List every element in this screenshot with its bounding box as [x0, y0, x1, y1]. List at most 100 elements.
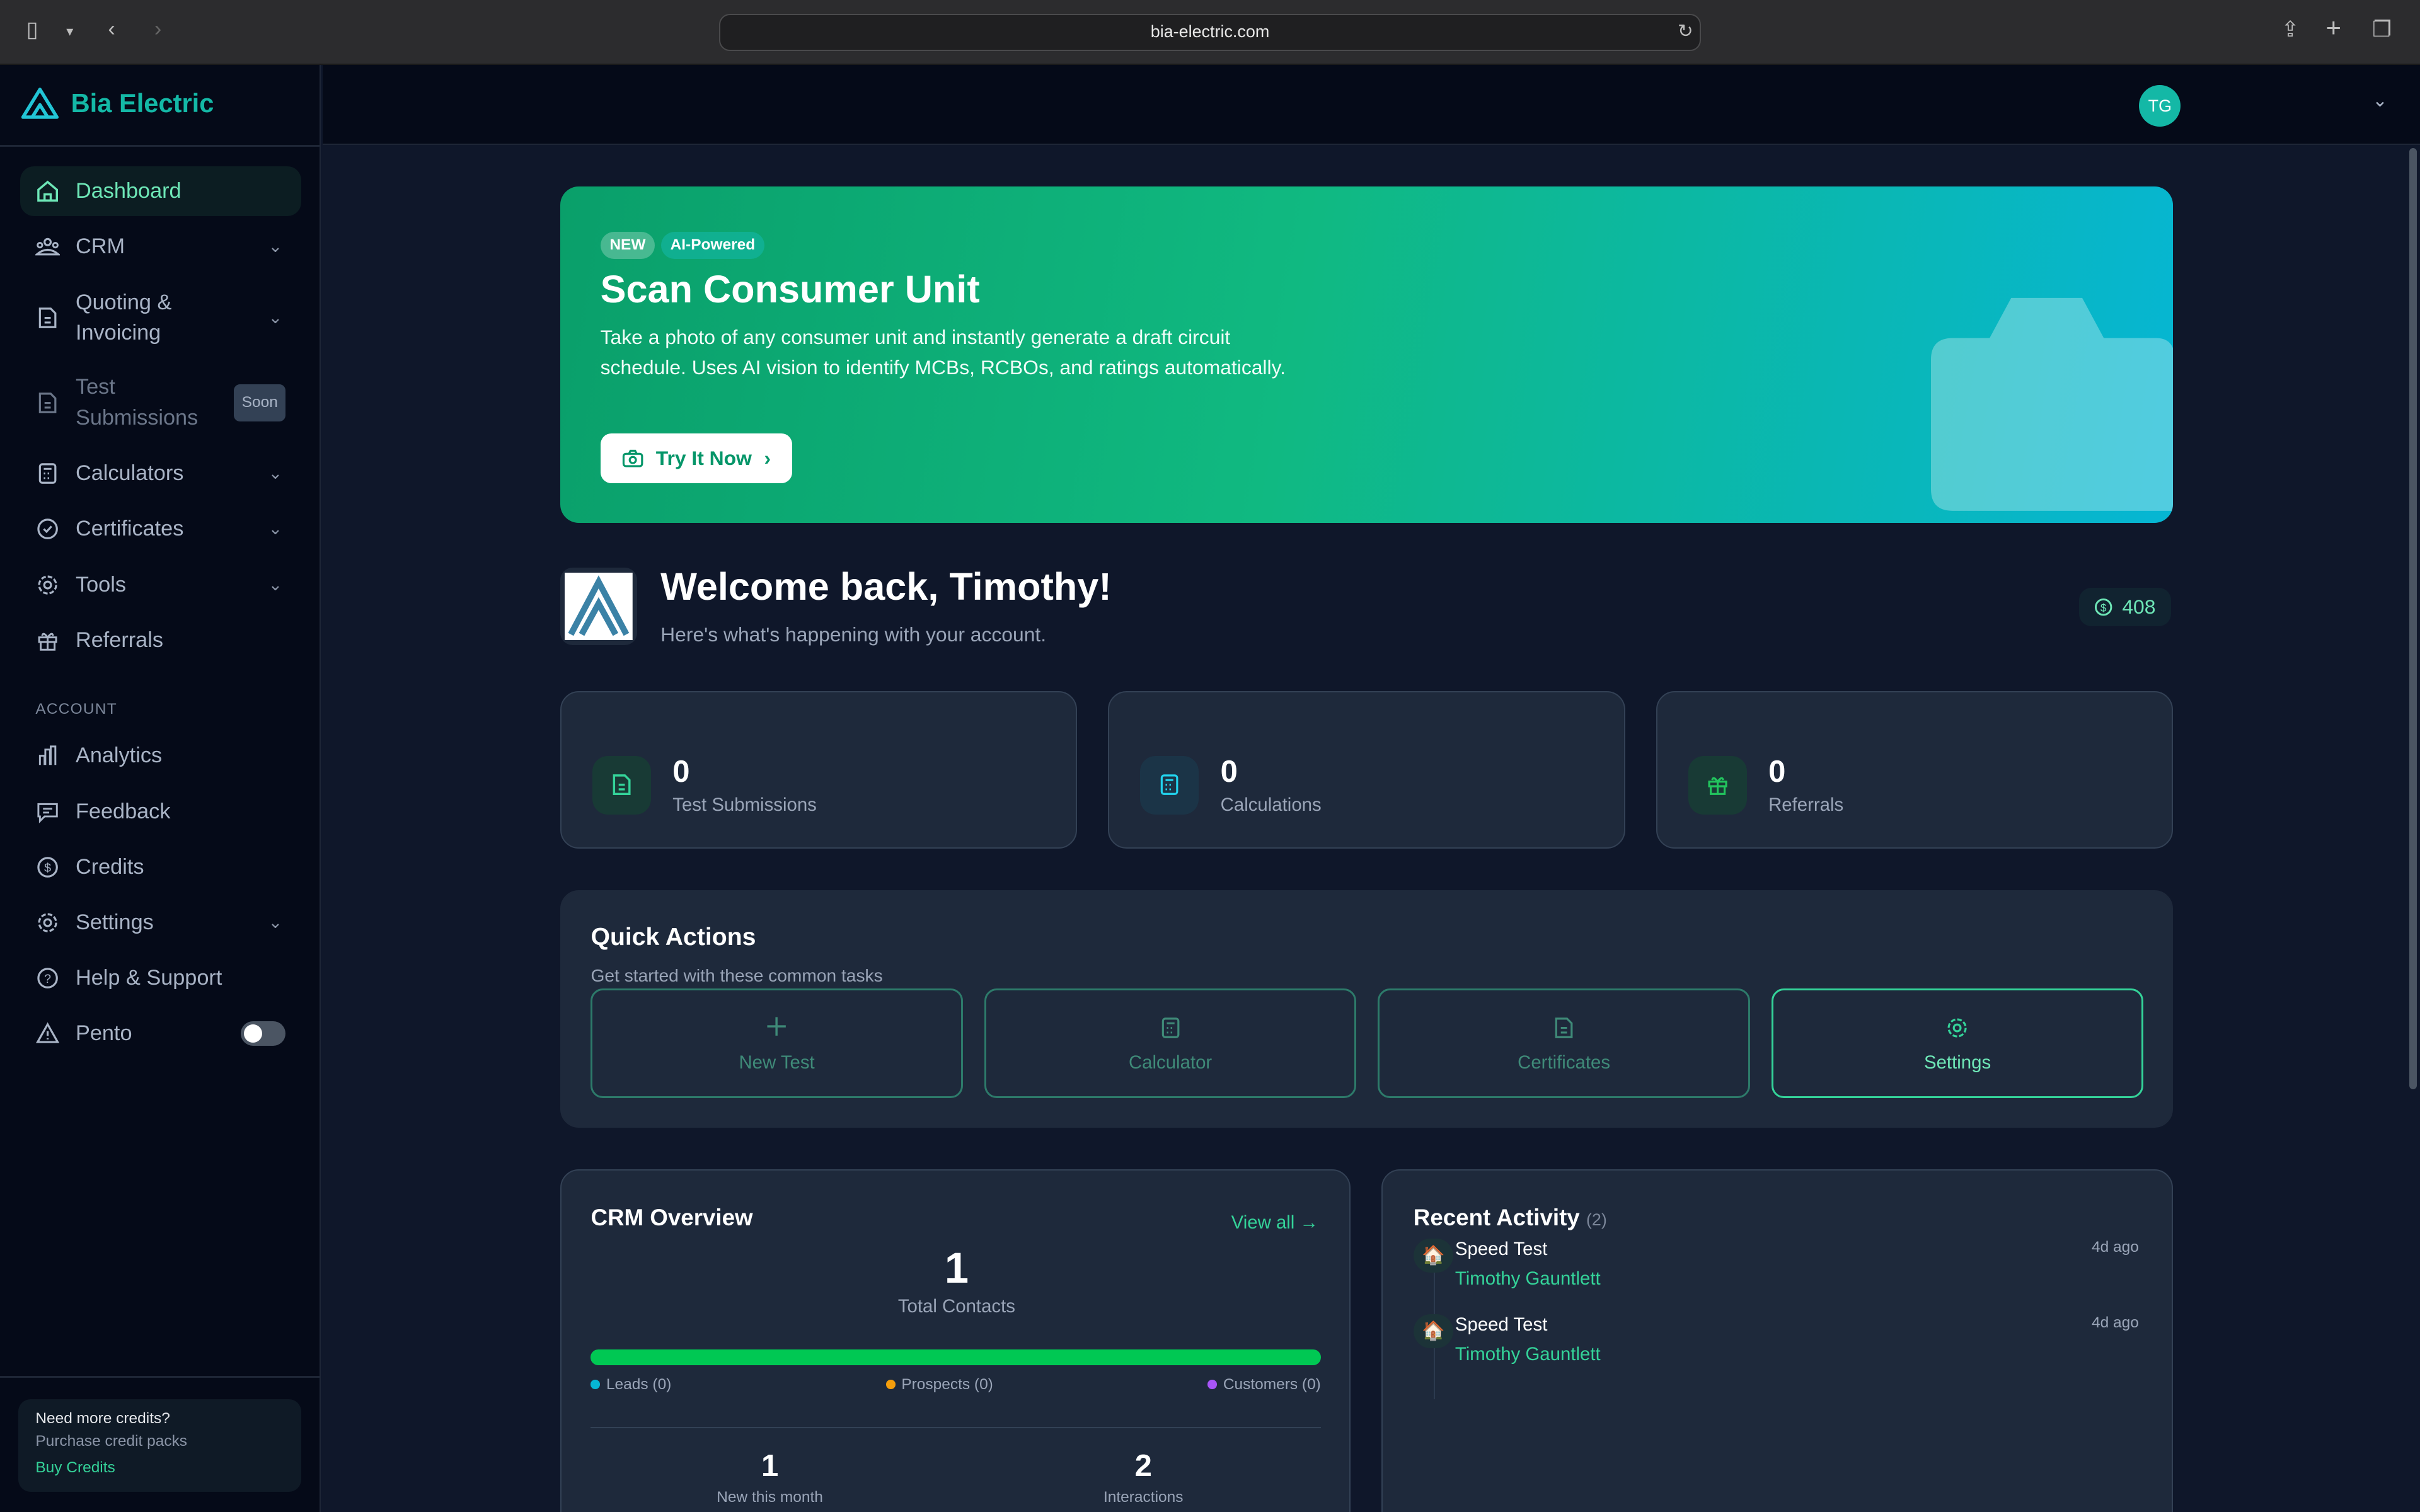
plus-icon	[592, 1016, 960, 1043]
total-contacts-value: 1	[944, 1244, 969, 1293]
activity-time: 4d ago	[2091, 1239, 2139, 1256]
sidebar-item-certificates[interactable]: Certificates ⌄	[20, 505, 301, 554]
try-it-now-button[interactable]: Try It Now ›	[600, 433, 793, 483]
document-icon	[592, 755, 651, 815]
sidebar-item-label: Test Submissions	[75, 375, 199, 430]
stat-label: Test Submissions	[672, 794, 817, 815]
quick-action-label: Calculator	[1128, 1052, 1213, 1074]
scan-consumer-unit-banner: NEW AI-Powered Scan Consumer Unit Take a …	[560, 186, 2174, 524]
sidebar-item-referrals[interactable]: Referrals	[20, 616, 301, 665]
banner-description: Take a photo of any consumer unit and in…	[600, 325, 1286, 379]
back-icon[interactable]: ‹	[108, 16, 115, 41]
sidebar-item-label: Referrals	[75, 627, 163, 652]
soon-badge: Soon	[234, 384, 286, 421]
svg-text:$: $	[44, 861, 51, 875]
interactions-value: 2	[1134, 1449, 1152, 1484]
activity-item[interactable]: 🏠 Speed Test Timothy Gauntlett 4d ago	[1413, 1314, 2139, 1376]
buy-credits-link[interactable]: Buy Credits	[35, 1459, 115, 1477]
certificates-button[interactable]: Certificates	[1378, 988, 1750, 1099]
stat-value: 0	[1220, 755, 1238, 789]
svg-text:?: ?	[44, 972, 51, 986]
sidebar-item-calculators[interactable]: Calculators ⌄	[20, 449, 301, 498]
tabs-overview-icon[interactable]: ❐	[2372, 17, 2392, 42]
activity-person-link[interactable]: Timothy Gauntlett	[1455, 1343, 1601, 1365]
brand-logo[interactable]: Bia Electric	[21, 86, 214, 120]
sidebar-item-tools[interactable]: Tools ⌄	[20, 560, 301, 609]
camera-icon	[622, 449, 643, 467]
sidebar-item-analytics[interactable]: Analytics	[20, 731, 301, 781]
brand-name: Bia Electric	[71, 88, 214, 118]
forward-icon[interactable]: ›	[154, 16, 162, 41]
stat-label: Referrals	[1768, 794, 1844, 815]
scrollbar[interactable]	[2409, 148, 2417, 1089]
quick-action-label: Settings	[1924, 1052, 1991, 1074]
sidebar-item-label: Help & Support	[75, 966, 222, 990]
home-icon	[35, 179, 60, 203]
company-logo-icon	[565, 572, 633, 641]
stat-card-test-submissions[interactable]: 0 Test Submissions	[560, 691, 1078, 849]
gift-icon	[1688, 755, 1747, 815]
avatar[interactable]: TG	[2139, 84, 2181, 127]
view-all-link[interactable]: View all →	[1231, 1212, 1318, 1234]
sidebar-item-quoting[interactable]: Quoting & Invoicing ⌄	[20, 287, 301, 349]
legend-leads: Leads (0)	[591, 1376, 671, 1394]
sidebar-item-pento[interactable]: Pento	[20, 1009, 301, 1058]
url-text: bia-electric.com	[1150, 22, 1270, 42]
interactions-label: Interactions	[1103, 1488, 1184, 1506]
top-header	[322, 64, 2420, 146]
gear-icon	[35, 573, 60, 597]
sidebar-item-settings[interactable]: Settings ⌄	[20, 898, 301, 947]
new-test-button[interactable]: New Test	[591, 988, 963, 1099]
sidebar-item-label: Analytics	[75, 743, 163, 768]
calculator-button[interactable]: Calculator	[984, 988, 1357, 1099]
warning-icon	[35, 1021, 60, 1046]
settings-button[interactable]: Settings	[1771, 988, 2144, 1099]
credits-balance[interactable]: $ 408	[2078, 588, 2171, 627]
bar-chart-icon	[35, 743, 60, 768]
sidebar-item-dashboard[interactable]: Dashboard	[20, 166, 301, 216]
sidebar-item-label: CRM	[75, 234, 125, 259]
share-icon[interactable]: ⇪	[2281, 17, 2300, 42]
sidebar-toggle-icon[interactable]: ▯	[26, 17, 38, 42]
quick-action-label: Certificates	[1518, 1052, 1611, 1074]
logo-icon	[21, 88, 59, 119]
reload-icon[interactable]: ↻	[1678, 20, 1693, 42]
address-bar[interactable]: bia-electric.com	[719, 14, 1701, 51]
company-logo	[560, 568, 638, 645]
sidebar-item-credits[interactable]: $ Credits	[20, 842, 301, 891]
recent-activity-panel: Recent Activity (2) 🏠 Speed Test Timothy…	[1381, 1169, 2174, 1512]
activity-item[interactable]: 🏠 Speed Test Timothy Gauntlett 4d ago	[1413, 1239, 2139, 1300]
users-icon	[35, 234, 60, 259]
help-icon: ?	[35, 966, 60, 990]
sidebar	[0, 64, 321, 1512]
stat-card-referrals[interactable]: 0 Referrals	[1656, 691, 2174, 849]
new-this-month-value: 1	[761, 1449, 779, 1484]
legend-prospects: Prospects (0)	[885, 1376, 993, 1394]
quick-actions-panel: Quick Actions Get started with these com…	[560, 890, 2174, 1128]
chevron-down-icon[interactable]: ▾	[66, 23, 74, 39]
stat-card-calculations[interactable]: 0 Calculations	[1108, 691, 1625, 849]
house-icon: 🏠	[1413, 1239, 1454, 1273]
chevron-down-icon: ⌄	[268, 307, 283, 327]
chevron-down-icon: ⌄	[268, 575, 283, 594]
document-icon	[35, 306, 60, 330]
account-menu-chevron-icon[interactable]: ⌄	[2372, 90, 2388, 112]
contacts-progress-bar	[591, 1349, 1321, 1365]
sidebar-item-help[interactable]: ? Help & Support	[20, 953, 301, 1002]
sidebar-item-feedback[interactable]: Feedback	[20, 787, 301, 836]
document-icon	[35, 391, 60, 415]
banner-title: Scan Consumer Unit	[600, 267, 980, 311]
sidebar-item-label: Tools	[75, 572, 126, 597]
chevron-down-icon: ⌄	[268, 464, 283, 483]
pento-toggle[interactable]	[241, 1021, 286, 1046]
credits-promo-title: Need more credits?	[35, 1410, 170, 1428]
crm-overview-panel: CRM Overview View all → 1 Total Contacts…	[560, 1169, 1351, 1512]
sidebar-item-crm[interactable]: CRM ⌄	[20, 222, 301, 272]
recent-activity-title: Recent Activity (2)	[1413, 1205, 1607, 1231]
activity-title: Speed Test	[1455, 1239, 1548, 1260]
calculator-icon	[986, 1016, 1354, 1043]
activity-person-link[interactable]: Timothy Gauntlett	[1455, 1268, 1601, 1289]
chevron-down-icon: ⌄	[268, 519, 283, 539]
new-tab-icon[interactable]: +	[2325, 12, 2341, 42]
sidebar-item-label: Quoting & Invoicing	[75, 290, 172, 345]
